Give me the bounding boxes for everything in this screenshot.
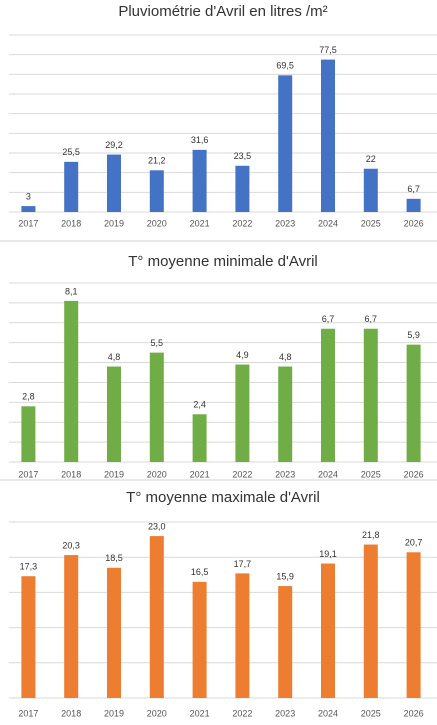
data-label: 23,5	[234, 151, 252, 161]
data-label: 18,5	[105, 553, 123, 563]
x-tick-label: 2017	[18, 708, 38, 718]
bar	[363, 328, 378, 462]
data-label: 15,9	[276, 571, 294, 581]
x-tick-label: 2020	[147, 708, 167, 718]
x-tick-label: 2025	[361, 469, 381, 479]
data-label: 77,5	[319, 45, 337, 55]
data-label: 6,7	[322, 314, 335, 324]
bar	[321, 59, 335, 213]
bar	[406, 198, 421, 212]
x-tick-label: 2018	[61, 708, 81, 718]
bar	[406, 552, 421, 698]
x-tick-label: 2020	[147, 469, 167, 479]
x-tick-label: 2024	[318, 218, 338, 228]
data-label: 4,8	[108, 352, 121, 362]
data-label: 2,8	[22, 392, 35, 402]
bar	[107, 366, 121, 462]
data-label: 25,5	[62, 147, 80, 157]
bar	[149, 170, 164, 212]
bar	[321, 563, 335, 698]
bar	[107, 154, 121, 212]
data-label: 23,0	[148, 521, 166, 531]
bar	[235, 364, 250, 462]
x-tick-label: 2019	[104, 708, 124, 718]
x-tick-label: 2019	[104, 218, 124, 228]
x-tick-label: 2024	[318, 469, 338, 479]
bar	[406, 344, 421, 462]
data-label: 20,7	[405, 538, 423, 548]
x-tick-label: 2021	[190, 708, 210, 718]
data-label: 5,5	[151, 338, 164, 348]
chart-title: T° moyenne minimale d'Avril	[128, 253, 318, 270]
data-label: 6,7	[365, 314, 378, 324]
bar	[192, 149, 207, 212]
x-tick-label: 2026	[404, 218, 424, 228]
x-tick-label: 2025	[361, 218, 381, 228]
bar	[149, 352, 164, 462]
data-label: 31,6	[191, 135, 209, 145]
bar	[278, 366, 293, 462]
chart-title: Pluviométrie d'Avril en litres /m²	[118, 3, 327, 20]
x-tick-label: 2022	[232, 708, 252, 718]
data-label: 17,3	[20, 562, 38, 572]
bar	[21, 206, 36, 212]
data-label: 3	[26, 191, 31, 201]
x-tick-label: 2026	[404, 708, 424, 718]
bar	[21, 576, 36, 698]
data-label: 19,1	[319, 549, 337, 559]
bar	[363, 544, 378, 698]
x-tick-label: 2023	[275, 218, 295, 228]
data-label: 69,5	[276, 61, 294, 71]
x-tick-label: 2018	[61, 469, 81, 479]
data-label: 8,1	[65, 286, 78, 296]
data-label: 29,2	[105, 140, 123, 150]
data-label: 6,7	[407, 184, 420, 194]
bar	[64, 161, 79, 212]
bar	[64, 300, 79, 462]
data-label: 21,8	[362, 530, 380, 540]
x-tick-label: 2023	[275, 708, 295, 718]
bar	[21, 406, 36, 462]
bar	[235, 165, 250, 212]
bar	[278, 586, 293, 698]
x-tick-label: 2024	[318, 708, 338, 718]
bar	[235, 573, 250, 698]
x-tick-label: 2023	[275, 469, 295, 479]
data-label: 2,4	[193, 400, 206, 410]
x-tick-label: 2021	[190, 218, 210, 228]
x-tick-label: 2020	[147, 218, 167, 228]
bar	[64, 555, 79, 698]
bar	[278, 75, 293, 212]
data-label: 21,2	[148, 156, 166, 166]
data-label: 22	[366, 154, 376, 164]
data-label: 4,8	[279, 352, 292, 362]
bar	[192, 414, 207, 462]
x-tick-label: 2026	[404, 469, 424, 479]
x-tick-label: 2021	[190, 469, 210, 479]
bar	[107, 567, 121, 698]
data-label: 4,9	[236, 350, 249, 360]
data-label: 17,7	[234, 559, 252, 569]
data-label: 16,5	[191, 567, 209, 577]
data-label: 5,9	[407, 330, 420, 340]
chart-title: T° moyenne maximale d'Avril	[126, 489, 320, 506]
bar	[363, 168, 378, 212]
bar	[192, 581, 207, 698]
x-tick-label: 2022	[232, 469, 252, 479]
x-tick-label: 2025	[361, 708, 381, 718]
x-tick-label: 2017	[18, 218, 38, 228]
bar	[149, 536, 164, 698]
x-tick-label: 2017	[18, 469, 38, 479]
data-label: 20,3	[62, 540, 80, 550]
x-tick-label: 2022	[232, 218, 252, 228]
bar	[321, 328, 335, 462]
x-tick-label: 2018	[61, 218, 81, 228]
x-tick-label: 2019	[104, 469, 124, 479]
